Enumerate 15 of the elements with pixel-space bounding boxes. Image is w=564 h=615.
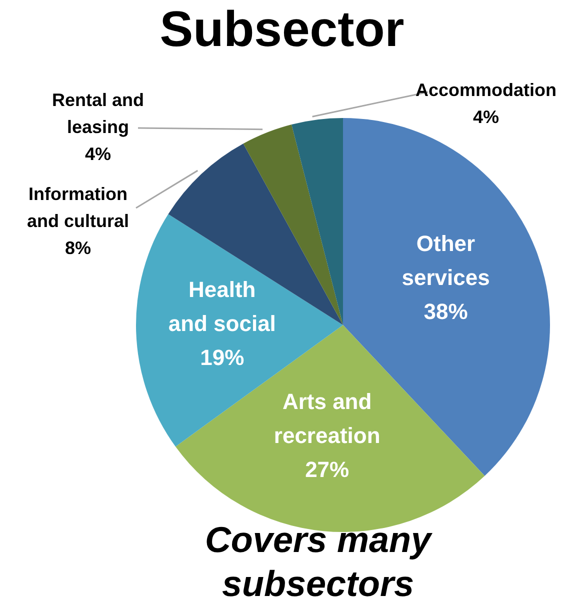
slice-label: Information and cultural: [26, 184, 130, 231]
data-label: 8%: [64, 238, 92, 258]
pie-slice: [292, 118, 343, 325]
data-label: 19%: [200, 345, 244, 370]
slice-label: Health and social: [168, 277, 276, 336]
text: Covers many subsectors: [204, 518, 434, 606]
data-label: 4%: [84, 144, 112, 164]
slice-label: Rental and leasing: [52, 90, 144, 137]
chart-title: Subsector: [158, 0, 406, 58]
data-label: 4%: [472, 107, 500, 127]
slice-label: Accommodation: [415, 80, 557, 100]
slice-label: Arts and recreation: [274, 388, 380, 448]
slice-label: Other services: [402, 230, 490, 290]
data-label: 38%: [424, 298, 468, 324]
data-label: 27%: [305, 456, 350, 482]
